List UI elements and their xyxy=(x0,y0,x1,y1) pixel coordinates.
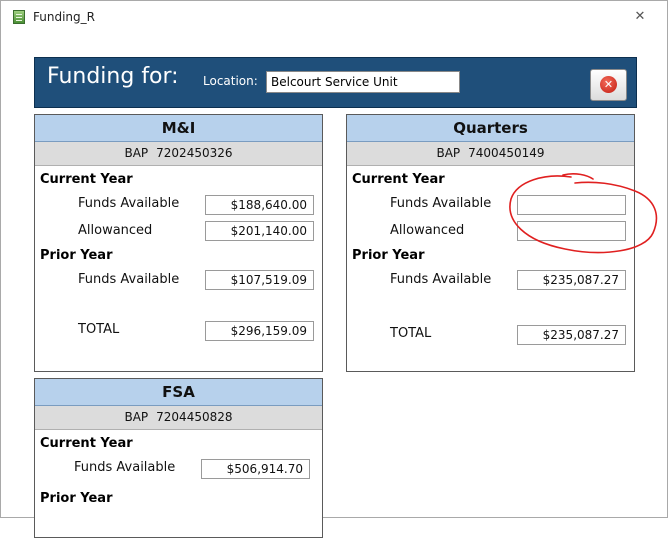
quarters-panel-title: Quarters xyxy=(347,115,634,142)
fsa-current-year-label: Current Year xyxy=(40,436,133,451)
quarters-bap-row: BAP 7400450149 xyxy=(347,142,634,166)
mi-bap-label: BAP xyxy=(124,146,149,160)
quarters-total-label: TOTAL xyxy=(390,326,432,341)
header-band: Funding for: Location: ✕ xyxy=(34,57,637,108)
fsa-bap-row: BAP 7204450828 xyxy=(35,406,322,430)
page-title: Funding for: xyxy=(47,64,179,89)
fsa-funds-available-field[interactable]: $506,914.70 xyxy=(201,459,310,479)
mi-total-field[interactable]: $296,159.09 xyxy=(205,321,314,341)
quarters-prior-year-label: Prior Year xyxy=(352,248,425,263)
title-bar: Funding_R ✕ xyxy=(1,1,667,35)
fsa-panel-title: FSA xyxy=(35,379,322,406)
mi-allowanced-label: Allowanced xyxy=(78,223,153,238)
location-label: Location: xyxy=(203,74,258,88)
quarters-allowanced-field[interactable] xyxy=(517,221,626,241)
location-input[interactable] xyxy=(266,71,460,93)
quarters-prior-funds-field[interactable]: $235,087.27 xyxy=(517,270,626,290)
quarters-total-field[interactable]: $235,087.27 xyxy=(517,325,626,345)
quarters-prior-funds-label: Funds Available xyxy=(390,272,492,287)
quarters-funds-available-label: Funds Available xyxy=(390,196,492,211)
mi-funds-available-label: Funds Available xyxy=(78,196,180,211)
quarters-funds-available-field[interactable] xyxy=(517,195,626,215)
fsa-bap-label: BAP xyxy=(124,410,149,424)
quarters-panel: Quarters BAP 7400450149 Current Year Fund… xyxy=(346,114,635,372)
mi-bap-row: BAP 7202450326 xyxy=(35,142,322,166)
mi-funds-available-field[interactable]: $188,640.00 xyxy=(205,195,314,215)
form-icon xyxy=(13,10,25,24)
fsa-panel: FSA BAP 7204450828 Current Year Funds Ava… xyxy=(34,378,323,538)
fsa-prior-year-label: Prior Year xyxy=(40,491,113,506)
quarters-current-year-label: Current Year xyxy=(352,172,445,187)
close-form-button[interactable]: ✕ xyxy=(590,69,627,101)
mi-prior-funds-label: Funds Available xyxy=(78,272,180,287)
mi-panel-title: M&I xyxy=(35,115,322,142)
window-title: Funding_R xyxy=(33,10,95,24)
fsa-bap-number: 7204450828 xyxy=(156,410,233,424)
mi-allowanced-field[interactable]: $201,140.00 xyxy=(205,221,314,241)
quarters-bap-number: 7400450149 xyxy=(468,146,545,160)
window-close-icon[interactable]: ✕ xyxy=(634,9,646,24)
fsa-funds-available-label: Funds Available xyxy=(74,460,176,475)
mi-total-label: TOTAL xyxy=(78,322,120,337)
quarters-bap-label: BAP xyxy=(436,146,461,160)
mi-panel: M&I BAP 7202450326 Current Year Funds Ava… xyxy=(34,114,323,372)
mi-bap-number: 7202450326 xyxy=(156,146,233,160)
quarters-allowanced-label: Allowanced xyxy=(390,223,465,238)
mi-prior-funds-field[interactable]: $107,519.09 xyxy=(205,270,314,290)
mi-current-year-label: Current Year xyxy=(40,172,133,187)
mi-prior-year-label: Prior Year xyxy=(40,248,113,263)
close-icon: ✕ xyxy=(600,76,617,93)
